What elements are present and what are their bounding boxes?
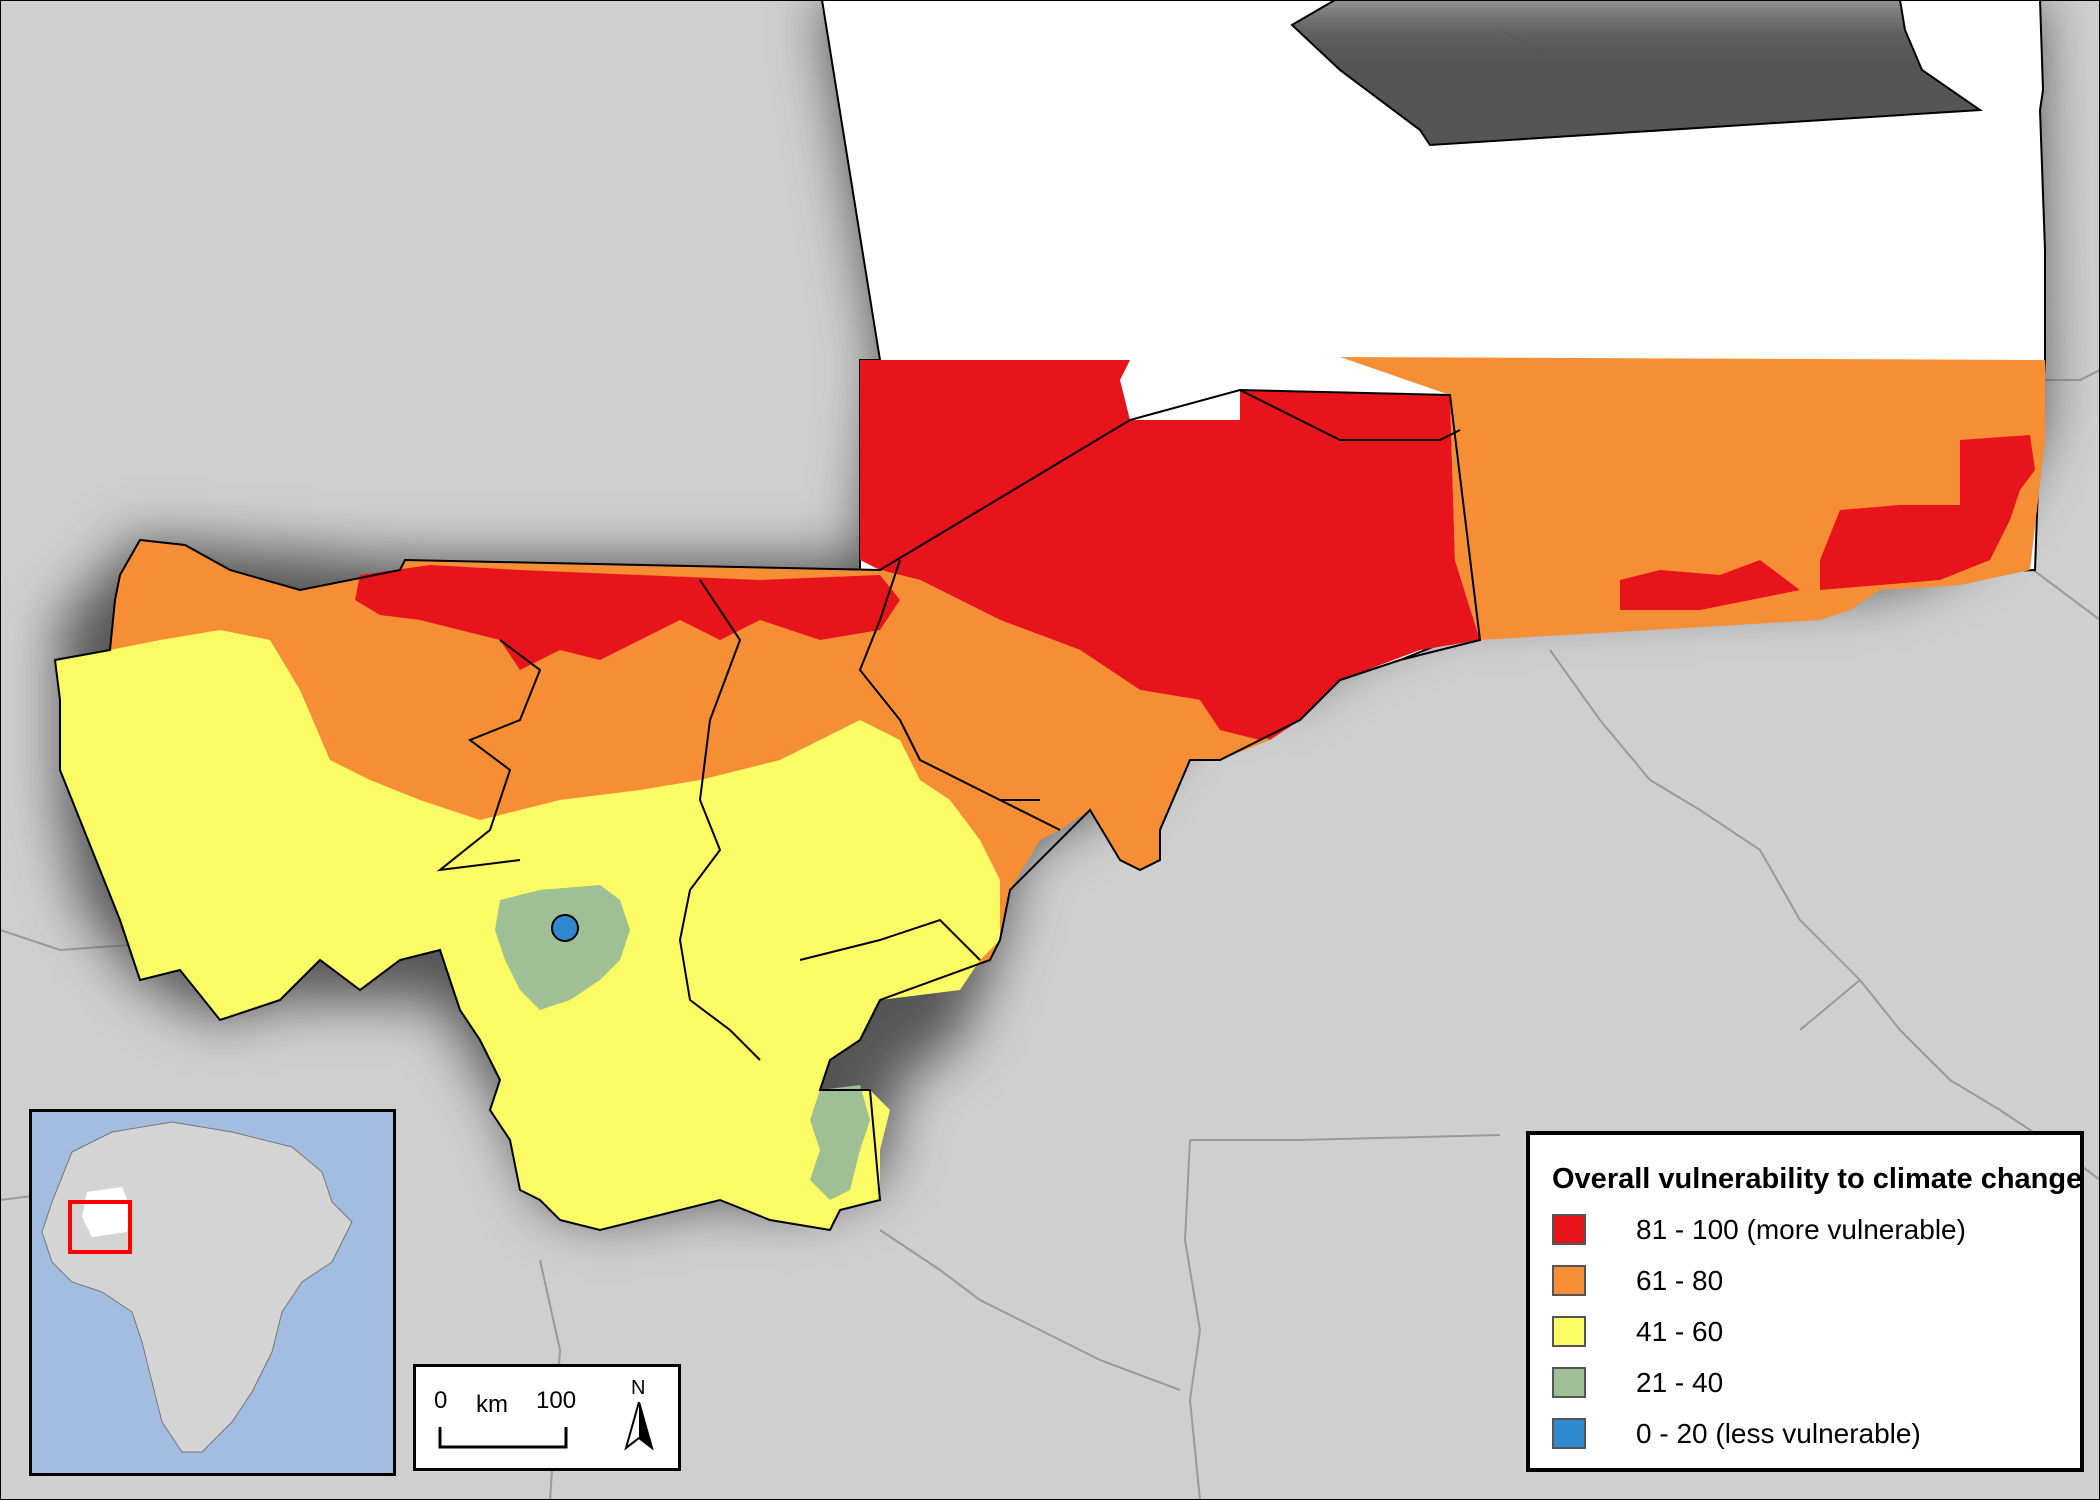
north-arrow-icon bbox=[624, 1402, 654, 1451]
legend-swatch bbox=[1552, 1418, 1586, 1449]
legend-label: 61 - 80 bbox=[1636, 1265, 1724, 1296]
legend-title: Overall vulnerability to climate change bbox=[1552, 1163, 2083, 1195]
class-81-100-central bbox=[1120, 590, 1340, 740]
scale-bar: 0 km 100 N bbox=[413, 1364, 681, 1471]
inset-mali bbox=[82, 1187, 132, 1237]
scale-start: 0 bbox=[434, 1387, 448, 1414]
scale-unit: km bbox=[476, 1391, 508, 1418]
class-21-40-southeast bbox=[810, 1085, 870, 1200]
north-label: N bbox=[631, 1377, 646, 1399]
class-0-20-core bbox=[551, 914, 579, 942]
class-61-80-northeast bbox=[1130, 357, 2045, 640]
legend-label: 81 - 100 (more vulnerable) bbox=[1636, 1214, 1966, 1245]
inset-highlight-box bbox=[68, 1200, 132, 1254]
class-81-100-east bbox=[1820, 435, 2035, 590]
class-81-100-west-strip bbox=[355, 565, 900, 670]
legend-swatch bbox=[1552, 1214, 1586, 1245]
class-21-40-central bbox=[495, 885, 630, 1010]
class-81-100-east-strip bbox=[1620, 560, 1800, 610]
scale-end: 100 bbox=[536, 1387, 577, 1414]
scale-bar-line bbox=[438, 1427, 568, 1449]
inset-map bbox=[29, 1109, 396, 1476]
legend-label: 41 - 60 bbox=[1636, 1316, 1724, 1347]
inset-africa-svg bbox=[32, 1112, 393, 1473]
legend-swatch bbox=[1552, 1316, 1586, 1347]
legend-swatch bbox=[1552, 1367, 1586, 1398]
legend-swatch bbox=[1552, 1265, 1586, 1296]
admin-borders bbox=[53, 388, 1482, 1232]
legend-label: 0 - 20 (less vulnerable) bbox=[1636, 1418, 1921, 1449]
legend-label: 21 - 40 bbox=[1636, 1367, 1724, 1398]
class-81-100-north bbox=[860, 360, 1480, 740]
legend: Overall vulnerability to climate change … bbox=[1526, 1131, 2084, 1472]
